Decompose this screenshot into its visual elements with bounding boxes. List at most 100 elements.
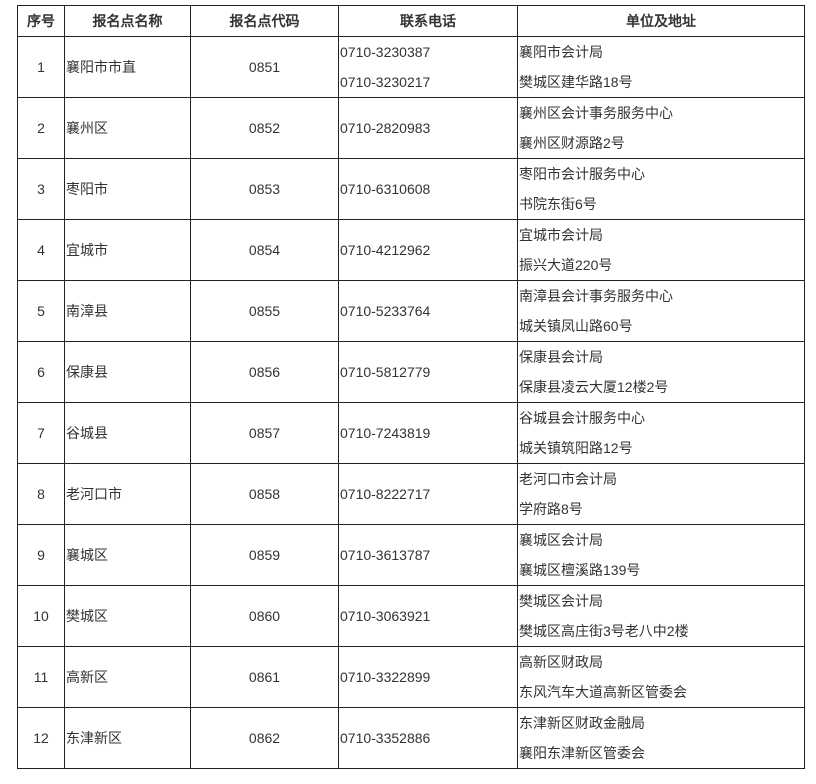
cell-phone: 0710-2820983 [338,97,518,159]
cell-code: 0854 [190,219,339,281]
cell-phone: 0710-4212962 [338,219,518,281]
cell-address-line: 樊城区建华路18号 [519,74,633,90]
table-row: 5 南漳县 0855 0710-5233764 南漳县会计事务服务中心 城关镇凤山路60号 [17,280,805,342]
cell-address: 襄城区会计局襄城区檀溪路139号 [517,524,805,586]
cell-name: 东津新区 [64,707,191,769]
table-row: 7 谷城县 0857 0710-7243819 谷城县会计服务中心 城关镇筑阳路12号 [17,402,805,464]
table-row: 10 樊城区 0860 0710-3063921 樊城区会计局 樊城区高庄街3号老八中2楼 [17,585,805,647]
cell-address-line: 城关镇凤山路60号 [519,318,633,334]
cell-code: 0858 [190,463,339,525]
cell-address-line: 东津新区财政金融局 [519,715,645,731]
table-row: 4 宜城市 0854 0710-4212962 宜城市会计局 振兴大道220号 [17,219,805,281]
cell-address-line: 学府路8号 [519,501,583,517]
registration-sites-table: 序号 报名点名称 报名点代码 联系电话 单位及地址 1 襄阳市市直 0851 0710… [17,5,805,769]
cell-address: 谷城县会计服务中心 城关镇筑阳路12号 [517,402,805,464]
cell-address-line: 枣阳市会计服务中心 [519,166,645,182]
cell-address-line: 高新区财政局 [519,654,603,670]
cell-no: 1 [17,36,65,98]
cell-code: 0855 [190,280,339,342]
cell-address-line: 襄州区财源路2号 [519,135,625,151]
cell-address-line: 振兴大道220号 [519,257,613,273]
cell-no: 9 [17,524,65,586]
cell-phone: 0710-7243819 [338,402,518,464]
cell-name: 枣阳市 [64,158,191,220]
cell-no: 12 [17,707,65,769]
cell-code: 0862 [190,707,339,769]
cell-name: 襄阳市市直 [64,36,191,98]
cell-address-line: 老河口市会计局 [519,471,617,487]
cell-address: 樊城区会计局樊城区高庄街3号老八中2楼 [517,585,805,647]
cell-address-line: 襄阳东津新区管委会 [519,745,645,761]
cell-address: 襄阳市会计局樊城区建华路18号 [517,36,805,98]
cell-code: 0851 [190,36,339,98]
cell-no: 7 [17,402,65,464]
header-no: 序号 [17,5,65,37]
cell-address: 东津新区财政金融局 襄阳东津新区管委会 [517,707,805,769]
cell-code: 0853 [190,158,339,220]
cell-address-line: 南漳县会计事务服务中心 [519,288,673,304]
header-name: 报名点名称 [64,5,191,37]
cell-address: 枣阳市会计服务中心 书院东街6号 [517,158,805,220]
table-row: 9 襄城区 0859 0710-3613787 襄城区会计局襄城区檀溪路139号 [17,524,805,586]
table-row: 1 襄阳市市直 0851 0710-3230387 0710-3230217 襄阳市会计局… [17,36,805,98]
cell-code: 0856 [190,341,339,403]
header-phone: 联系电话 [338,5,518,37]
cell-address-line: 襄城区檀溪路139号 [519,562,641,578]
cell-phone: 0710-3322899 [338,646,518,708]
cell-address-line: 宜城市会计局 [519,227,603,243]
cell-phone: 0710-3063921 [338,585,518,647]
cell-name: 襄城区 [64,524,191,586]
cell-address: 宜城市会计局 振兴大道220号 [517,219,805,281]
cell-phone: 0710-8222717 [338,463,518,525]
cell-phone: 0710-3613787 [338,524,518,586]
cell-phone: 0710-3230387 0710-3230217 [338,36,518,98]
cell-address-line: 樊城区会计局 [519,593,603,609]
cell-address-line: 保康县会计局 [519,349,603,365]
cell-address-line: 谷城县会计服务中心 [519,410,645,426]
cell-name: 南漳县 [64,280,191,342]
cell-address-line: 城关镇筑阳路12号 [519,440,633,456]
table-row: 2 襄州区 0852 0710-2820983 襄州区会计事务服务中心 襄州区财源路2号 [17,97,805,159]
cell-no: 5 [17,280,65,342]
table-row: 8 老河口市 0858 0710-8222717 老河口市会计局 学府路8号 [17,463,805,525]
cell-no: 4 [17,219,65,281]
cell-address-line: 樊城区高庄街3号老八中2楼 [519,623,689,639]
cell-address: 高新区财政局东风汽车大道高新区管委会 [517,646,805,708]
table-row: 12 东津新区 0862 0710-3352886 东津新区财政金融局 襄阳东津新区管委会 [17,707,805,769]
cell-address-line: 襄阳市会计局 [519,44,603,60]
cell-phone-line: 0710-3230387 [340,44,431,60]
table-row: 3 枣阳市 0853 0710-6310608 枣阳市会计服务中心 书院东街6号 [17,158,805,220]
cell-address-line: 东风汽车大道高新区管委会 [519,684,687,700]
cell-phone: 0710-5812779 [338,341,518,403]
header-code: 报名点代码 [190,5,339,37]
cell-no: 8 [17,463,65,525]
cell-name: 高新区 [64,646,191,708]
header-row: 序号 报名点名称 报名点代码 联系电话 单位及地址 [17,5,805,37]
cell-no: 2 [17,97,65,159]
cell-no: 6 [17,341,65,403]
cell-phone-line: 0710-3230217 [340,74,431,90]
cell-name: 谷城县 [64,402,191,464]
cell-name: 老河口市 [64,463,191,525]
cell-code: 0859 [190,524,339,586]
cell-phone: 0710-6310608 [338,158,518,220]
cell-no: 11 [17,646,65,708]
cell-code: 0861 [190,646,339,708]
cell-address: 襄州区会计事务服务中心 襄州区财源路2号 [517,97,805,159]
cell-phone: 0710-3352886 [338,707,518,769]
cell-code: 0852 [190,97,339,159]
cell-address: 老河口市会计局 学府路8号 [517,463,805,525]
cell-name: 保康县 [64,341,191,403]
cell-name: 樊城区 [64,585,191,647]
cell-address-line: 襄城区会计局 [519,532,603,548]
cell-address-line: 襄州区会计事务服务中心 [519,105,673,121]
table-row: 6 保康县 0856 0710-5812779 保康县会计局保康县凌云大厦12楼2号 [17,341,805,403]
cell-address-line: 书院东街6号 [519,196,597,212]
cell-code: 0857 [190,402,339,464]
cell-address: 南漳县会计事务服务中心 城关镇凤山路60号 [517,280,805,342]
cell-name: 宜城市 [64,219,191,281]
cell-address-line: 保康县凌云大厦12楼2号 [519,379,669,395]
table-row: 11 高新区 0861 0710-3322899 高新区财政局东风汽车大道高新区管委会 [17,646,805,708]
header-address: 单位及地址 [517,5,805,37]
cell-no: 3 [17,158,65,220]
